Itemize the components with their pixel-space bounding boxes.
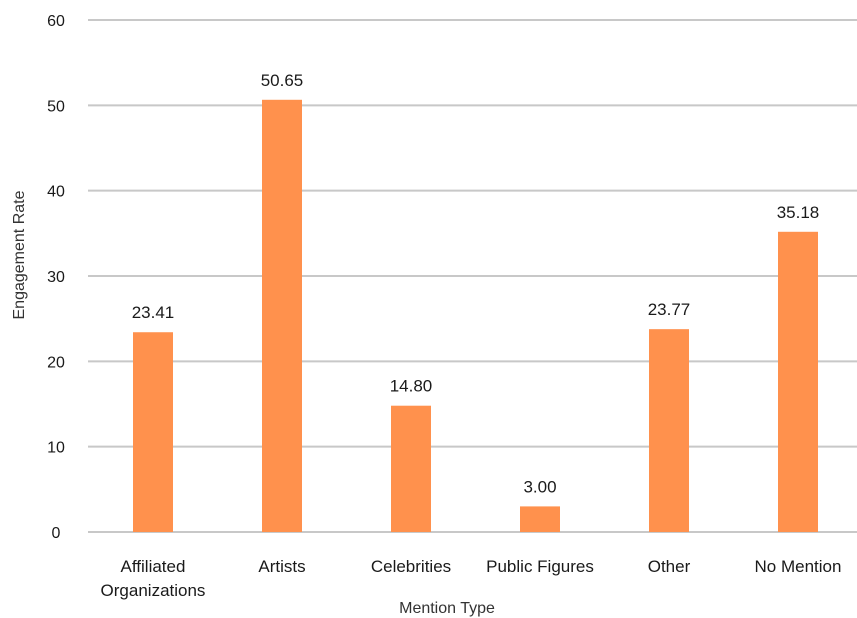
x-tick-label: Affiliated Organizations [101,557,206,600]
x-tick-label: Artists [258,557,305,576]
value-label: 23.41 [132,303,175,322]
x-axis-ticks: Affiliated Organizations Artists Celebritie… [101,557,842,600]
value-label: 14.80 [390,377,433,396]
y-tick-label: 20 [47,354,65,371]
y-tick-label: 0 [52,525,61,542]
bar [391,405,431,532]
x-tick-label: Celebrities [371,557,451,576]
value-label: 35.18 [777,203,820,222]
bar [520,506,560,532]
bar [778,231,818,532]
value-label: 50.65 [261,71,304,90]
y-tick-label: 30 [47,269,65,286]
y-tick-label: 50 [47,98,65,115]
value-label: 23.77 [648,300,691,319]
value-label: 3.00 [523,477,556,496]
y-tick-label: 40 [47,184,65,201]
bar [133,332,173,532]
x-tick-label: No Mention [755,557,842,576]
x-tick-label: Other [648,557,691,576]
bars [133,99,818,532]
y-axis-title: Engagement Rate [11,190,28,319]
x-tick-label: Public Figures [486,557,594,576]
y-tick-label: 60 [47,13,65,30]
bar [649,329,689,532]
bar [262,99,302,532]
y-axis-ticks: 0 10 20 30 40 50 60 [47,13,65,542]
value-labels: 23.41 50.65 14.80 3.00 23.77 35.18 [132,71,820,497]
x-axis-title: Mention Type [399,600,495,617]
y-tick-label: 10 [47,440,65,457]
gridlines [88,19,857,533]
